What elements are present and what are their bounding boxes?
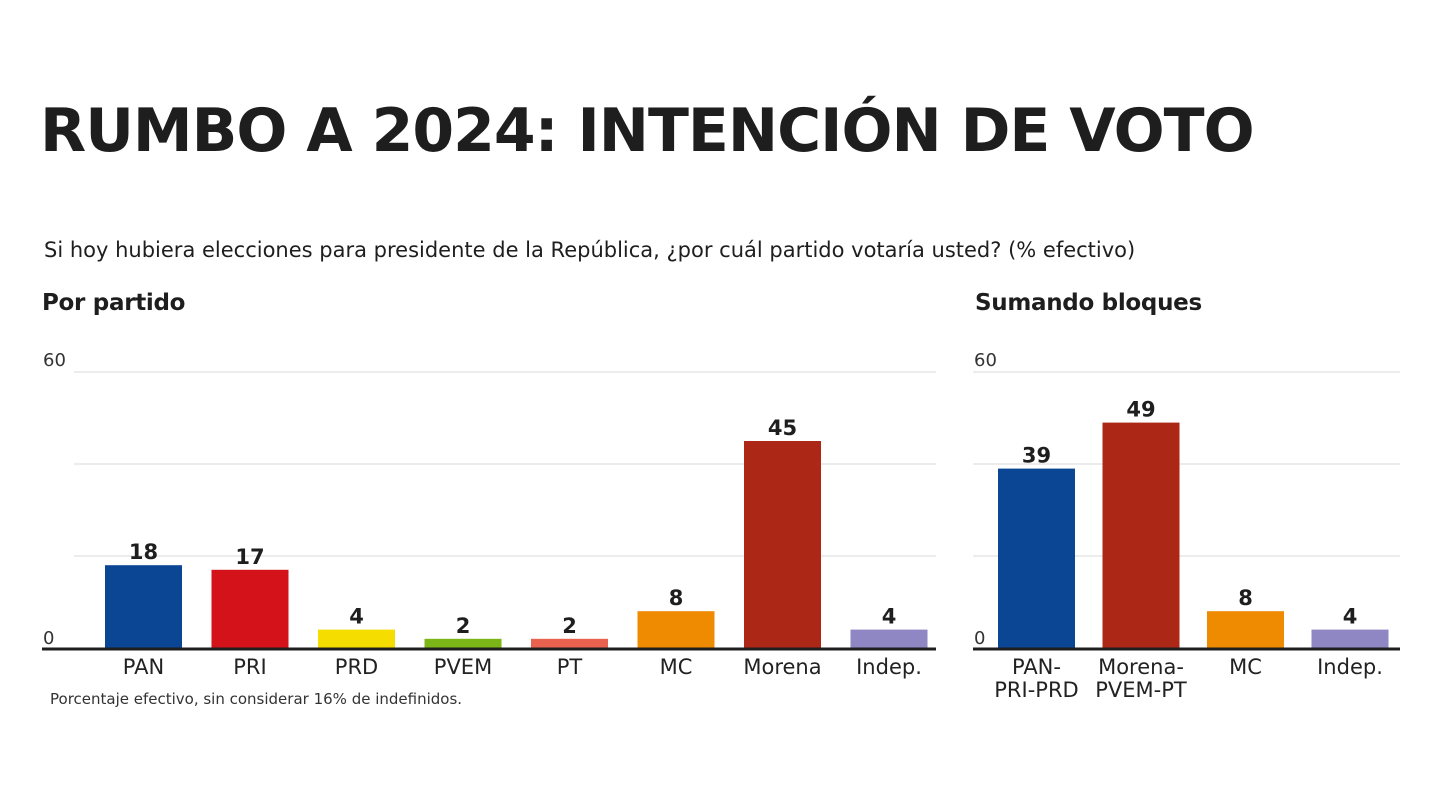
footnote: Porcentaje efectivo, sin considerar 16% …	[50, 690, 463, 708]
partido-category-label: PVEM	[434, 655, 492, 679]
partido-bar	[637, 611, 715, 648]
bloques-value-label: 49	[1126, 398, 1155, 422]
partido-category-label: PRI	[233, 655, 266, 679]
partido-category-label: PAN	[123, 655, 164, 679]
partido-bar	[424, 638, 502, 648]
partido-category-label: Morena	[743, 655, 821, 679]
partido-category-label: PT	[557, 655, 583, 679]
panel-title-por-partido: Por partido	[42, 290, 186, 316]
bloques-value-label: 8	[1238, 586, 1253, 610]
bloques-y-tick-label: 0	[974, 628, 985, 649]
chart-subtitle: Si hoy hubiera elecciones para president…	[44, 238, 1136, 262]
partido-value-label: 2	[456, 614, 471, 638]
partido-bar	[318, 629, 395, 648]
partido-bar	[105, 565, 182, 648]
partido-value-label: 18	[129, 540, 158, 564]
bloques-category-label: Indep.	[1317, 655, 1383, 679]
partido-bar	[211, 569, 289, 648]
partido-category-label: Indep.	[856, 655, 922, 679]
partido-value-label: 17	[235, 545, 264, 569]
partido-y-tick-label: 60	[43, 350, 66, 371]
bloques-category-label: PRI-PRD	[994, 678, 1078, 702]
chart-title: RUMBO A 2024: INTENCIÓN DE VOTO	[40, 96, 1255, 166]
partido-value-label: 8	[669, 586, 684, 610]
partido-category-label: PRD	[335, 655, 378, 679]
bloques-category-label: PVEM-PT	[1095, 678, 1187, 702]
partido-category-label: MC	[660, 655, 693, 679]
partido-value-label: 45	[768, 416, 797, 440]
bloques-value-label: 39	[1022, 444, 1051, 468]
bloques-bar	[1311, 629, 1389, 648]
partido-bar	[850, 629, 928, 648]
bloques-bar	[1207, 611, 1284, 648]
partido-y-tick-label: 0	[43, 628, 54, 649]
bloques-bar	[998, 468, 1075, 648]
panel-title-sumando-bloques: Sumando bloques	[975, 290, 1202, 316]
partido-bar	[531, 638, 608, 648]
partido-value-label: 4	[349, 605, 364, 629]
bloques-category-label: Morena-	[1098, 655, 1184, 679]
partido-bar	[744, 441, 821, 648]
bloques-y-tick-label: 60	[974, 350, 997, 371]
partido-value-label: 2	[562, 614, 577, 638]
bloques-value-label: 4	[1343, 605, 1358, 629]
bloques-category-label: MC	[1229, 655, 1262, 679]
bloques-category-label: PAN-	[1012, 655, 1061, 679]
partido-value-label: 4	[882, 605, 897, 629]
bloques-bar	[1102, 422, 1180, 648]
